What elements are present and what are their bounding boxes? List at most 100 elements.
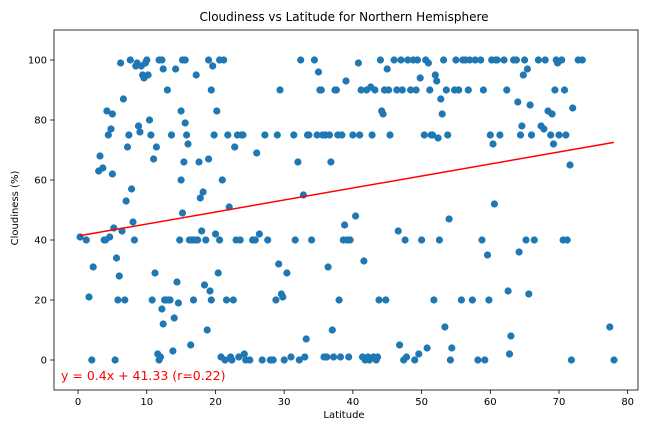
data-point <box>429 131 437 139</box>
data-point <box>291 236 299 244</box>
data-point <box>386 131 394 139</box>
data-point <box>115 272 123 280</box>
data-point <box>521 56 529 64</box>
data-point <box>336 353 345 361</box>
data-point <box>255 230 263 238</box>
data-point <box>172 65 180 73</box>
data-point <box>202 236 210 244</box>
data-point <box>489 140 497 148</box>
data-point <box>314 68 323 76</box>
data-point <box>457 296 465 304</box>
data-point <box>479 86 487 94</box>
data-point <box>610 356 618 364</box>
data-point <box>551 86 559 94</box>
data-point <box>235 353 243 361</box>
data-point <box>505 350 514 358</box>
y-tick-label: 40 <box>34 236 47 247</box>
data-point <box>205 56 213 64</box>
data-point <box>352 212 360 220</box>
data-point <box>158 56 166 64</box>
data-point <box>418 236 426 244</box>
data-point <box>393 86 401 94</box>
data-point <box>273 131 281 139</box>
data-point <box>173 278 181 286</box>
data-point <box>106 233 114 241</box>
data-point <box>166 296 174 304</box>
data-point <box>187 341 195 349</box>
data-point <box>452 56 460 64</box>
data-point <box>119 95 127 103</box>
data-point <box>398 86 406 94</box>
y-tick-label: 80 <box>34 116 47 127</box>
data-point <box>478 236 486 244</box>
data-point <box>228 356 236 364</box>
data-point <box>130 236 138 244</box>
regression-line <box>79 141 615 237</box>
y-tick-label: 60 <box>34 176 47 187</box>
data-point <box>578 56 586 64</box>
data-point <box>446 356 454 364</box>
data-point <box>125 131 133 139</box>
data-point <box>493 56 501 64</box>
data-point <box>159 320 167 328</box>
data-point <box>279 293 287 301</box>
data-point <box>383 65 391 73</box>
data-point <box>569 104 577 112</box>
data-point <box>264 236 272 244</box>
data-point <box>167 131 176 139</box>
data-point <box>240 350 248 358</box>
data-point <box>251 236 259 244</box>
data-point <box>214 269 222 277</box>
x-tick-label: 60 <box>484 397 497 408</box>
data-point <box>375 296 383 304</box>
data-point <box>209 62 217 70</box>
data-point <box>563 236 571 244</box>
data-point <box>438 110 446 118</box>
data-point <box>99 164 107 172</box>
data-point <box>558 56 566 64</box>
data-point <box>415 350 423 358</box>
data-point <box>382 296 390 304</box>
data-point <box>297 56 305 64</box>
data-point <box>411 356 419 364</box>
data-point <box>107 125 115 133</box>
data-point <box>435 236 443 244</box>
data-point <box>426 86 434 94</box>
data-point <box>111 356 119 364</box>
data-point <box>325 131 334 139</box>
data-point <box>512 56 521 64</box>
data-point <box>455 86 463 94</box>
data-point <box>194 236 202 244</box>
data-point <box>523 65 532 73</box>
data-point <box>121 296 129 304</box>
data-point <box>507 332 515 340</box>
data-point <box>566 161 574 169</box>
data-point <box>229 296 237 304</box>
data-point <box>170 314 178 322</box>
data-point <box>412 86 420 94</box>
data-point <box>471 56 479 64</box>
data-point <box>174 299 182 307</box>
data-point <box>156 353 165 361</box>
data-point <box>112 254 121 262</box>
data-point <box>401 236 409 244</box>
data-point <box>180 158 188 166</box>
data-point <box>145 116 154 124</box>
x-tick-label: 70 <box>553 397 566 408</box>
data-point <box>195 158 203 166</box>
data-point <box>184 140 192 148</box>
data-point <box>150 155 158 163</box>
data-point <box>203 326 211 334</box>
data-point <box>338 131 346 139</box>
data-point <box>199 188 207 196</box>
data-point <box>317 86 325 94</box>
data-point <box>163 86 171 94</box>
data-point <box>189 296 198 304</box>
data-point <box>503 86 511 94</box>
data-point <box>261 131 269 139</box>
data-point <box>276 86 284 94</box>
data-point <box>548 110 556 118</box>
data-point <box>522 236 530 244</box>
data-point <box>294 158 302 166</box>
